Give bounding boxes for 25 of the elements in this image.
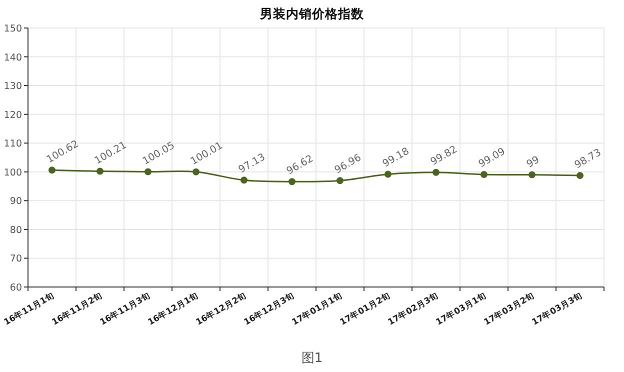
y-tick-label: 80 — [10, 224, 22, 236]
point — [144, 168, 152, 176]
point — [576, 172, 584, 180]
y-tick-label: 120 — [4, 110, 22, 121]
point — [96, 168, 104, 175]
y-tick-label: 110 — [4, 138, 22, 150]
point — [528, 171, 536, 178]
y-tick-label: 60 — [10, 282, 22, 294]
point — [384, 170, 392, 178]
y-tick-label: 150 — [4, 24, 22, 34]
point — [480, 171, 488, 178]
chart-title: 男装内销价格指数 — [259, 6, 365, 21]
y-tick-label: 90 — [10, 196, 22, 208]
point — [288, 178, 296, 186]
y-tick-label: 130 — [4, 81, 22, 92]
point — [192, 168, 200, 176]
y-tick-label: 70 — [10, 254, 22, 265]
data-label: 99 — [525, 154, 542, 170]
y-tick-label: 100 — [4, 167, 22, 178]
point — [48, 166, 56, 174]
point — [240, 176, 248, 184]
caption: 图1 — [301, 351, 323, 366]
y-tick-label: 140 — [4, 52, 22, 64]
point — [336, 177, 344, 184]
point — [432, 168, 440, 176]
